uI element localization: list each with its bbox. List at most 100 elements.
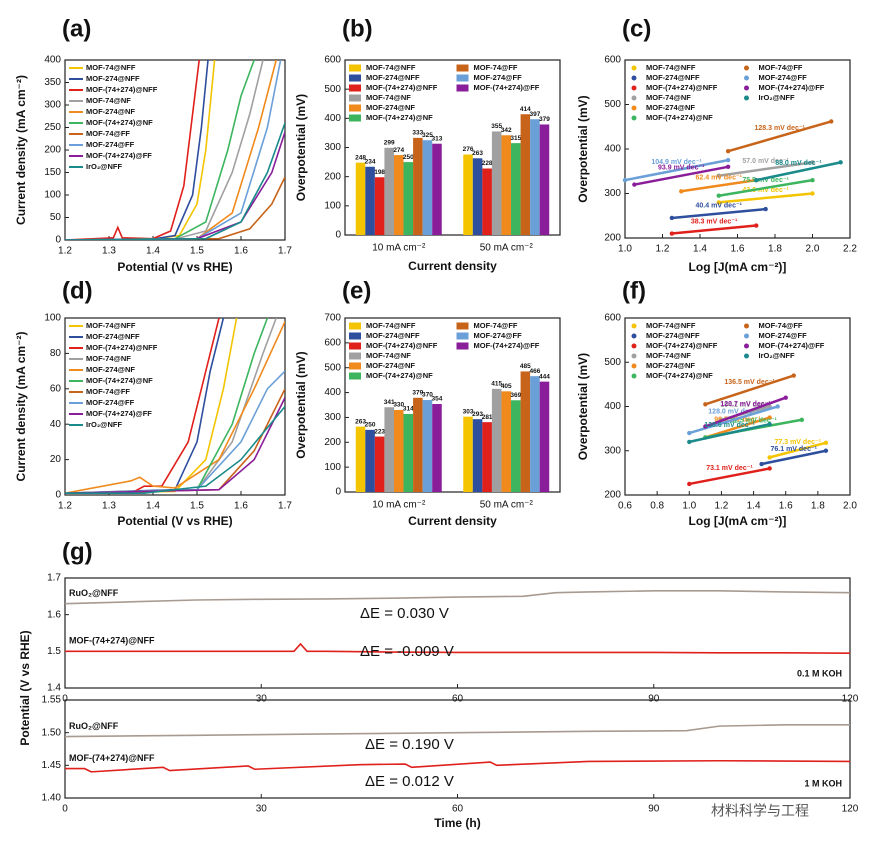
x-tick-label: 1.8: [811, 501, 825, 512]
x-tick-label: 1.4: [693, 244, 707, 255]
y-axis-label: Overpotential (mV): [576, 95, 590, 202]
legend-label: MOF-274@FF: [759, 73, 808, 82]
value-label: 325: [422, 132, 433, 139]
data-point: [679, 189, 684, 194]
legend-label: MOF-74@NF: [86, 354, 131, 363]
legend-marker: [744, 343, 749, 349]
x-tick-label: 50 mA cm⁻²: [480, 500, 534, 511]
legend-label: MOF-74@FF: [759, 321, 803, 330]
legend-label: MOF-74@NFF: [646, 321, 696, 330]
panel-label: (f): [622, 277, 646, 304]
bar: [413, 137, 423, 235]
slope-label: 38.3 mV dec⁻¹: [691, 218, 738, 225]
legend-swatch: [349, 94, 361, 102]
data-point: [687, 439, 692, 445]
slope-label: 76.1 mV dec⁻¹: [771, 446, 818, 453]
legend-label: MOF-274@NFF: [366, 73, 420, 82]
x-tick-label: 60: [452, 694, 464, 705]
legend-label: MOF-(74+274)@FF: [86, 151, 152, 160]
legend-label: MOF-74@NF: [86, 96, 131, 105]
legend-marker: [631, 75, 637, 81]
plot-frame: [344, 59, 561, 236]
value-label: 466: [529, 368, 540, 375]
bar: [432, 143, 442, 235]
bar: [432, 404, 442, 492]
legend-marker: [744, 75, 749, 81]
slope-label: 62.4 mV dec⁻¹: [696, 175, 743, 182]
x-tick-label: 10 mA cm⁻²: [372, 243, 426, 254]
legend-label: MOF-274@NF: [366, 103, 415, 112]
legend-swatch: [349, 64, 361, 72]
legend-swatch: [456, 332, 469, 340]
value-label: 303: [463, 408, 474, 415]
x-tick-label: 0: [62, 694, 68, 705]
series-line: [671, 207, 766, 220]
legend-label: MOF-74@NFF: [86, 321, 136, 330]
x-tick-label: 30: [256, 694, 268, 705]
x-axis-label: Log [J(mA cm⁻²)]: [689, 260, 787, 274]
y-tick-label: 100: [324, 462, 341, 473]
annotation: ΔE = 0.190 V: [365, 736, 454, 753]
data-point: [823, 440, 829, 445]
legend-label: MOF-274@NF: [646, 361, 695, 370]
value-label: 263: [355, 418, 366, 425]
y-tick-label: 600: [604, 55, 621, 66]
series-line: [65, 759, 850, 773]
y-tick-label: 0: [335, 487, 341, 498]
legend-label: MOF-(74+274)@NF: [86, 118, 153, 127]
series-line: [671, 224, 757, 235]
x-tick-label: 1.3: [102, 501, 116, 512]
bar: [472, 158, 483, 235]
x-tick-label: 1.4: [146, 246, 160, 257]
x-tick-label: 1.6: [779, 501, 793, 512]
legend-label: MOF-74@NFF: [86, 63, 136, 72]
annotation: ΔE = -0.009 V: [360, 643, 454, 660]
legend-label: MOF-74@FF: [86, 387, 130, 396]
value-label: 248: [355, 154, 366, 161]
slope-label: 120.7 mV dec⁻¹: [720, 401, 771, 408]
series-line: [704, 396, 787, 428]
bar: [463, 416, 473, 492]
series-label: MOF-(74+274)@NFF: [69, 753, 155, 763]
legend-marker: [631, 115, 637, 121]
legend-swatch: [456, 342, 469, 350]
panel-label: (b): [342, 15, 373, 42]
y-tick-label: 500: [324, 84, 341, 95]
data-point: [687, 481, 692, 487]
data-point: [754, 223, 759, 228]
annotation: ΔE = 0.030 V: [360, 605, 449, 622]
x-tick-label: 1.3: [102, 246, 116, 257]
legend-label: MOF-74@FF: [759, 63, 803, 72]
bar: [393, 155, 404, 235]
series-line: [65, 724, 850, 738]
y-tick-label: 1.5: [47, 646, 61, 657]
bar: [355, 162, 366, 235]
value-label: 415: [491, 381, 502, 388]
x-tick-label: 120: [842, 804, 859, 815]
data-point: [775, 404, 780, 409]
y-tick-label: 500: [324, 362, 341, 373]
value-label: 342: [501, 127, 512, 134]
series-line: [65, 642, 850, 654]
data-point: [669, 231, 675, 236]
y-axis-label: Overpotential (mV): [576, 353, 590, 460]
slope-label: 57.0 mV dec⁻¹: [742, 158, 789, 165]
slope-label: 82.5 mV dec⁻¹: [730, 417, 777, 424]
y-tick-label: 100: [324, 200, 341, 211]
data-point: [810, 177, 815, 183]
value-label: 315: [510, 135, 521, 142]
legend-label: MOF-(74+274)@FF: [474, 83, 540, 92]
y-tick-label: 50: [50, 212, 62, 223]
legend-label: IrO₂@NFF: [86, 420, 122, 429]
bar: [501, 135, 512, 235]
y-tick-label: 0: [335, 230, 341, 241]
slope-label: 88.0 mV dec⁻¹: [775, 160, 822, 167]
legend-label: MOF-74@NFF: [366, 321, 416, 330]
data-point: [622, 177, 628, 183]
legend-label: MOF-74@FF: [86, 129, 130, 138]
y-tick-label: 1.45: [42, 760, 62, 771]
legend-label: MOF-(74+274)@FF: [759, 341, 825, 350]
y-tick-label: 500: [604, 357, 621, 368]
value-label: 274: [393, 147, 404, 154]
data-point: [767, 466, 772, 471]
